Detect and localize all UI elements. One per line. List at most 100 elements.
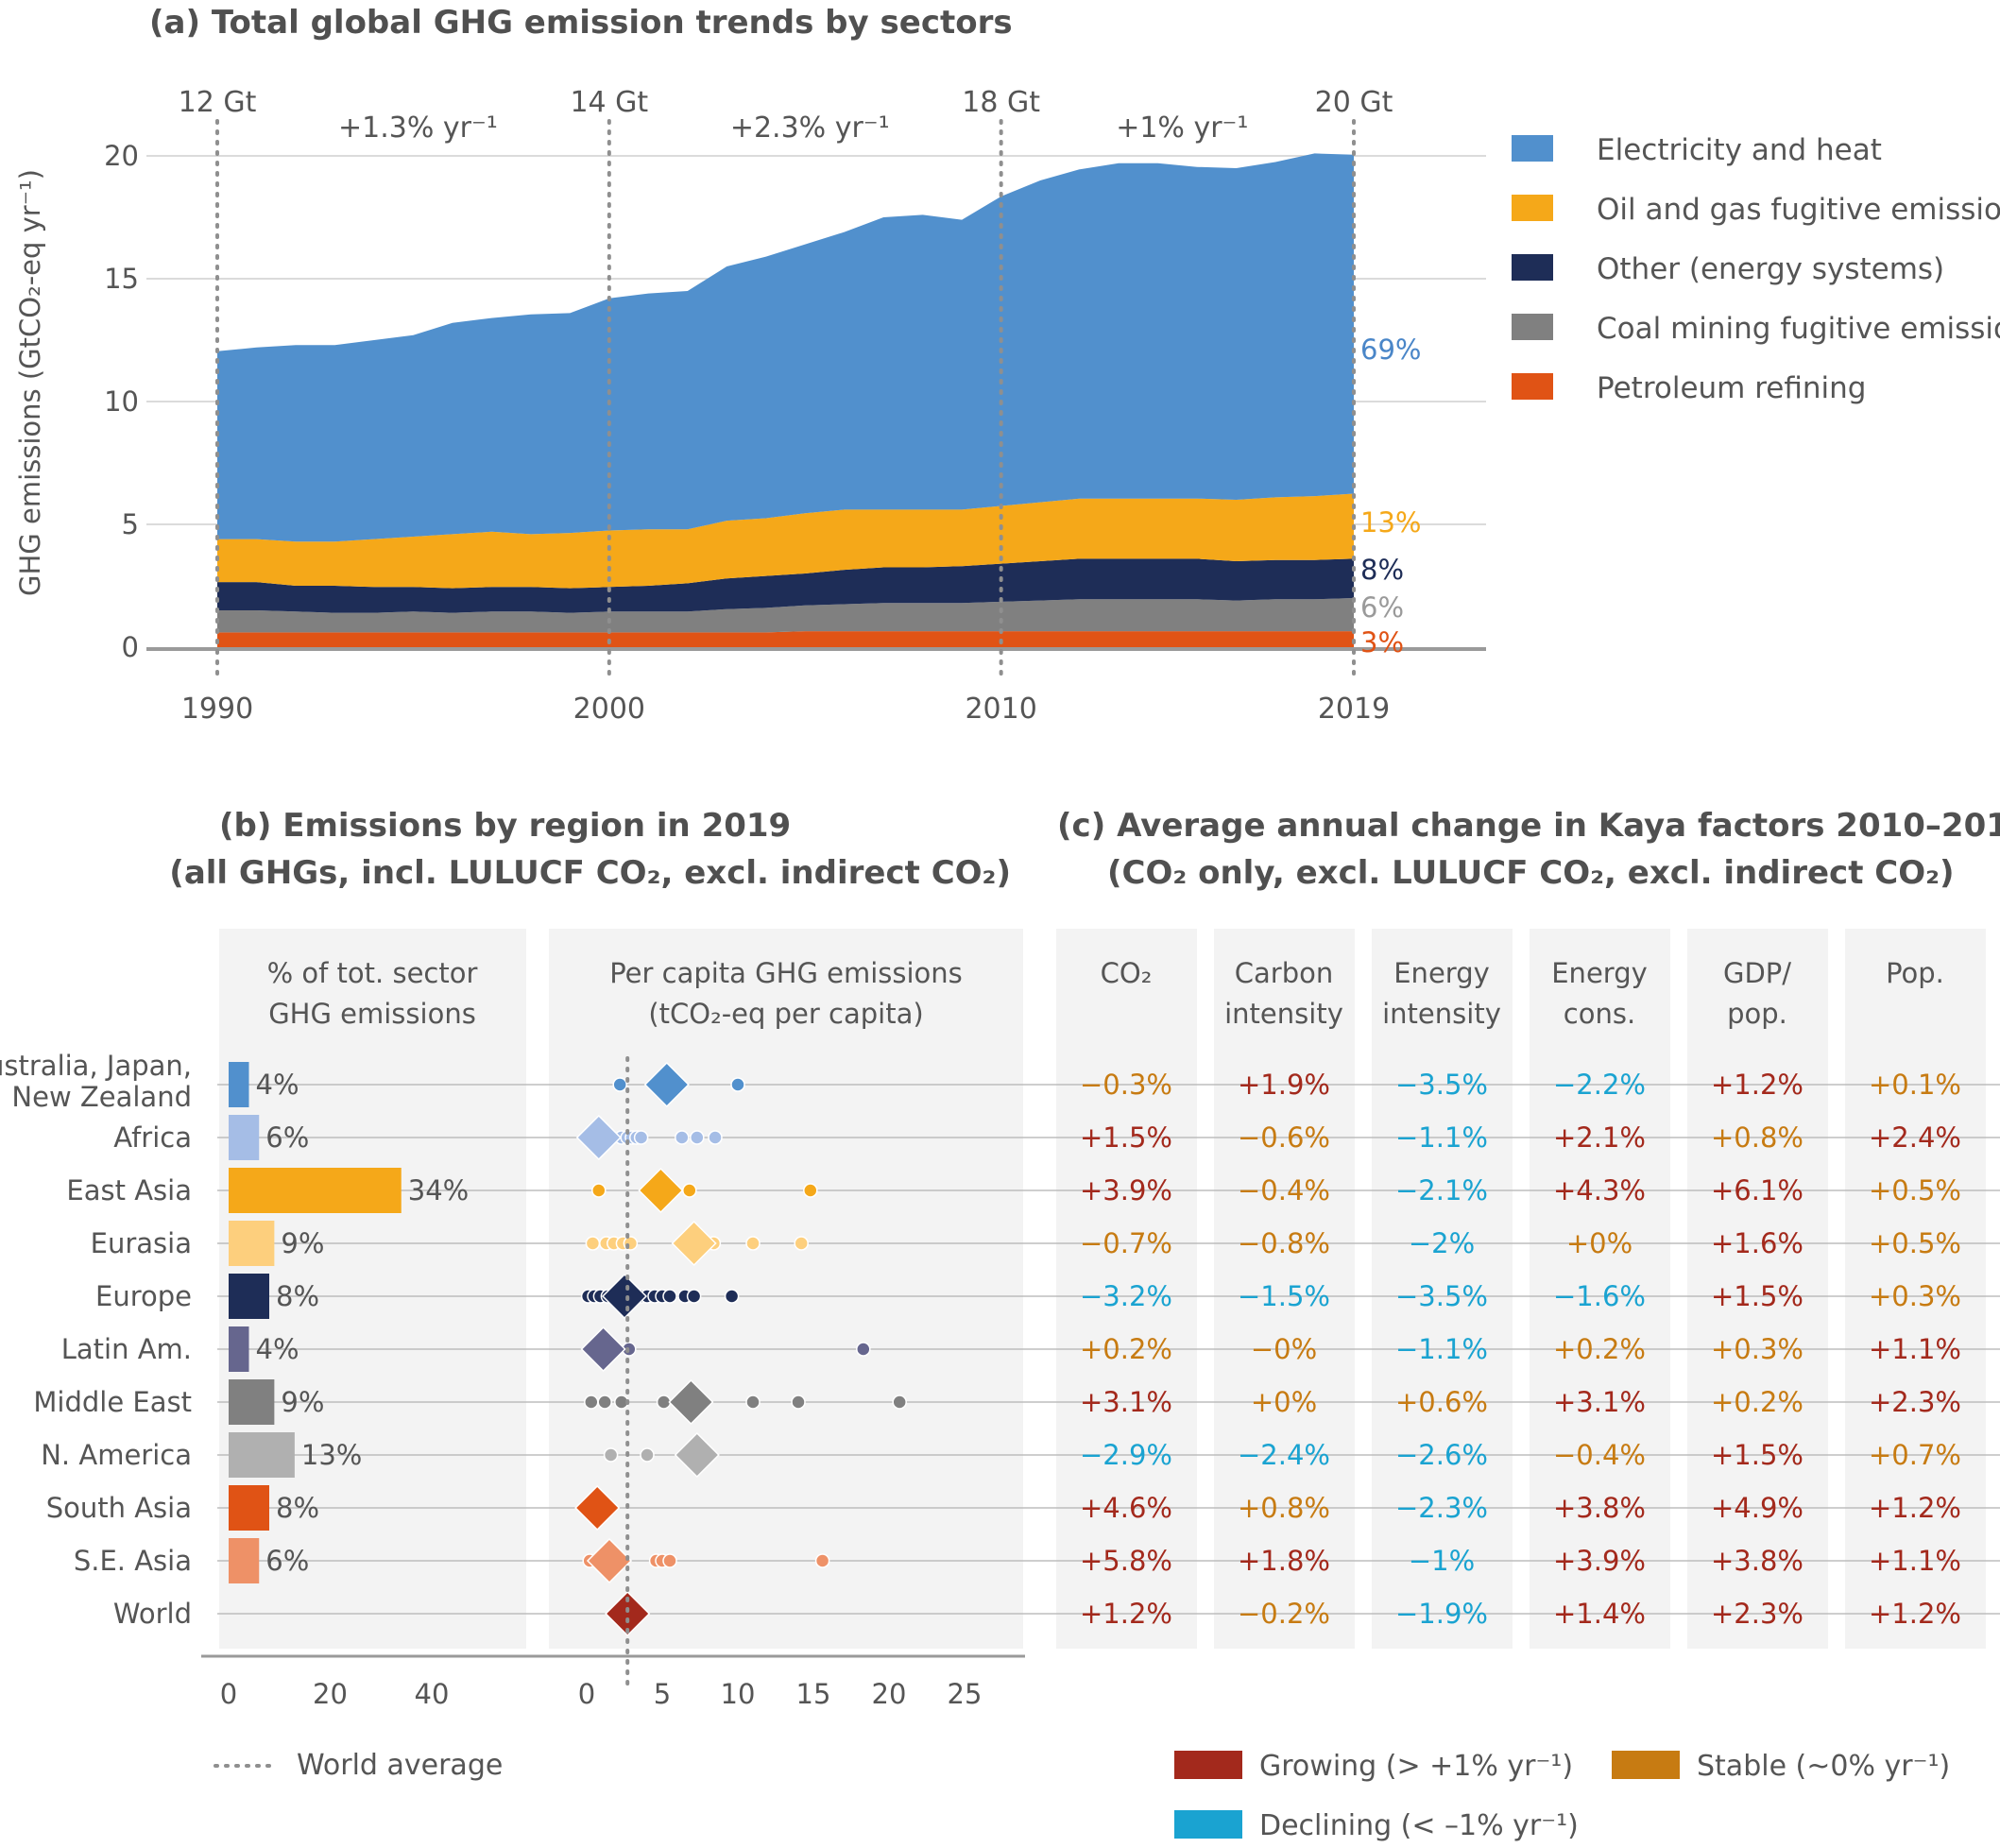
kaya-legend-swatch bbox=[1174, 1810, 1242, 1839]
panel-a-title: (a) Total global GHG emission trends by … bbox=[149, 4, 1013, 42]
panel-a-ylabel: GHG emissions (GtCO₂-eq yr⁻¹) bbox=[14, 169, 46, 596]
sector-share-label: 8% bbox=[1360, 554, 1404, 586]
kaya-value: +5.8% bbox=[1080, 1545, 1172, 1577]
share-bar bbox=[229, 1115, 260, 1160]
per-capita-dot bbox=[682, 1183, 697, 1198]
kaya-value: +3.8% bbox=[1553, 1492, 1646, 1524]
col-header-kaya: GDP/ bbox=[1723, 957, 1791, 989]
kaya-value: +3.8% bbox=[1711, 1545, 1803, 1577]
bar-axis-tick: 40 bbox=[415, 1678, 450, 1710]
kaya-value: +0.2% bbox=[1553, 1333, 1646, 1365]
legend-label: Coal mining fugitive emissions bbox=[1597, 312, 2000, 346]
region-row: Europe 8% −3.2% −1.5% −3.5% −1.6% +1.5% +0.3% bbox=[95, 1273, 2000, 1320]
col-header-kaya: Energy bbox=[1393, 957, 1490, 989]
kaya-value: +1.1% bbox=[1869, 1545, 1961, 1577]
per-capita-dot bbox=[690, 1130, 705, 1145]
kaya-legend-label: Growing (> +1% yr⁻¹) bbox=[1259, 1750, 1573, 1783]
area-series-1 bbox=[217, 598, 1354, 633]
region-row: World +1.2% −0.2% −1.9% +1.4% +2.3% +1.2% bbox=[113, 1590, 2000, 1637]
kaya-value: +0.5% bbox=[1869, 1174, 1961, 1206]
per-capita-mean-diamond bbox=[668, 1378, 714, 1426]
kaya-value: +1.2% bbox=[1080, 1598, 1172, 1630]
per-capita-dot bbox=[662, 1289, 677, 1304]
kaya-value: −0.2% bbox=[1238, 1598, 1330, 1630]
per-capita-mean-diamond bbox=[580, 1326, 626, 1373]
share-bar-label: 4% bbox=[256, 1069, 299, 1101]
panel-c-subtitle: (CO₂ only, excl. LULUCF CO₂, excl. indir… bbox=[1107, 854, 1955, 892]
per-capita-dot bbox=[585, 1236, 601, 1251]
panel-b-title: (b) Emissions by region in 2019 bbox=[219, 807, 791, 845]
per-capita-dot bbox=[803, 1183, 818, 1198]
col-header-share: GHG emissions bbox=[268, 998, 476, 1030]
kaya-value: +1.8% bbox=[1238, 1545, 1330, 1577]
kaya-value: +1.2% bbox=[1869, 1492, 1961, 1524]
per-capita-mean-diamond bbox=[674, 1431, 720, 1479]
region-name: Latin Am. bbox=[61, 1333, 192, 1365]
kaya-value: −2.6% bbox=[1395, 1439, 1488, 1471]
growth-rate-label: +2.3% yr⁻¹ bbox=[730, 111, 890, 145]
area-series-2 bbox=[217, 558, 1354, 613]
x-tick-label: 2000 bbox=[573, 693, 645, 726]
kaya-value: +3.1% bbox=[1080, 1386, 1172, 1418]
milestone-label: 20 Gt bbox=[1315, 86, 1393, 119]
kaya-value: −0.6% bbox=[1238, 1121, 1330, 1154]
kaya-value: +3.9% bbox=[1553, 1545, 1646, 1577]
column-background-6 bbox=[1687, 929, 1828, 1649]
kaya-value: −2.3% bbox=[1395, 1492, 1488, 1524]
region-name: Australia, Japan, bbox=[0, 1050, 192, 1082]
panel-a-milestones: 12 Gt 1990 14 Gt 2000 18 Gt 2010 20 Gt 2019 +1.3… bbox=[179, 86, 1393, 726]
bar-axis-tick: 20 bbox=[313, 1678, 348, 1710]
share-bar-label: 9% bbox=[281, 1386, 324, 1418]
kaya-value: −3.5% bbox=[1395, 1069, 1488, 1101]
kaya-value: −3.5% bbox=[1395, 1280, 1488, 1312]
kaya-value: +1.4% bbox=[1553, 1598, 1646, 1630]
per-capita-mean-diamond bbox=[671, 1220, 717, 1267]
kaya-value: −1% bbox=[1409, 1545, 1475, 1577]
kaya-value: +4.6% bbox=[1080, 1492, 1172, 1524]
column-background-2 bbox=[1056, 929, 1197, 1649]
col-header-percapita: Per capita GHG emissions bbox=[609, 957, 963, 989]
per-capita-dot bbox=[791, 1395, 806, 1410]
column-background-0 bbox=[219, 929, 526, 1649]
region-row: S.E. Asia 6% +5.8% +1.8% −1% +3.9% +3.8% +1.1% bbox=[74, 1537, 2000, 1584]
region-row: N. America 13% −2.9% −2.4% −2.6% −0.4% +1.5% +0… bbox=[41, 1431, 2000, 1479]
kaya-legend-label: Declining (< –1% yr⁻¹) bbox=[1259, 1809, 1579, 1842]
panel-c-title: (c) Average annual change in Kaya factor… bbox=[1057, 807, 2000, 845]
share-bar bbox=[229, 1062, 249, 1107]
col-header-kaya: pop. bbox=[1727, 998, 1787, 1030]
share-bar-label: 34% bbox=[408, 1174, 469, 1206]
share-bar bbox=[229, 1221, 275, 1266]
per-capita-mean-diamond bbox=[638, 1167, 684, 1214]
per-capita-dot bbox=[686, 1289, 702, 1304]
kaya-value: −1.1% bbox=[1395, 1121, 1488, 1154]
share-bar-label: 8% bbox=[276, 1280, 319, 1312]
panel-a-share-labels: 69% 13% 8% 6%3% bbox=[1360, 334, 1421, 659]
share-bar-label: 8% bbox=[276, 1492, 319, 1524]
kaya-value: −3.2% bbox=[1080, 1280, 1172, 1312]
growth-rate-label: +1% yr⁻¹ bbox=[1116, 111, 1248, 145]
column-background-7 bbox=[1845, 929, 1986, 1649]
kaya-value: +3.9% bbox=[1080, 1174, 1172, 1206]
kaya-value: +2.1% bbox=[1553, 1121, 1646, 1154]
per-capita-mean-diamond bbox=[575, 1114, 622, 1161]
milestone-label: 14 Gt bbox=[570, 86, 648, 119]
col-header-kaya: Energy bbox=[1551, 957, 1648, 989]
sector-share-label: 69% bbox=[1360, 334, 1421, 366]
region-name: Africa bbox=[113, 1121, 192, 1154]
y-tick-label: 0 bbox=[122, 631, 139, 663]
kaya-value: +1.6% bbox=[1711, 1227, 1803, 1259]
col-header-kaya: intensity bbox=[1382, 998, 1501, 1030]
share-bar bbox=[229, 1168, 402, 1213]
kaya-value: +1.2% bbox=[1711, 1069, 1803, 1101]
region-name: New Zealand bbox=[11, 1081, 192, 1113]
kaya-value: +0.5% bbox=[1869, 1227, 1961, 1259]
region-name: Middle East bbox=[33, 1386, 192, 1418]
per-capita-dot bbox=[591, 1183, 607, 1198]
kaya-value: +0.8% bbox=[1238, 1492, 1330, 1524]
region-name: South Asia bbox=[46, 1492, 192, 1524]
share-bar-label: 6% bbox=[265, 1545, 309, 1577]
per-capita-dot bbox=[745, 1395, 761, 1410]
per-capita-dot bbox=[603, 1447, 619, 1463]
share-bar bbox=[229, 1538, 260, 1583]
region-name: S.E. Asia bbox=[74, 1545, 192, 1577]
